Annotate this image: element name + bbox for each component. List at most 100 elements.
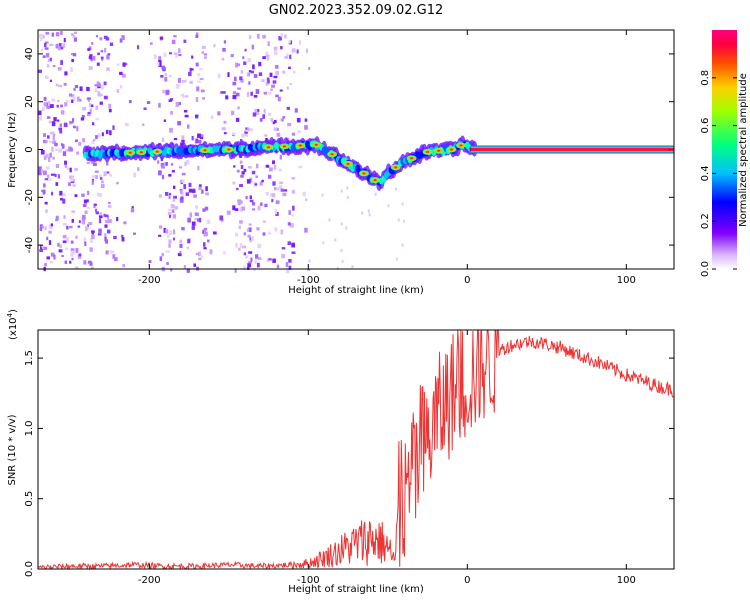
spectrogram-noise-speckle bbox=[52, 135, 55, 141]
spectrogram-noise-speckle bbox=[51, 32, 55, 37]
spectrogram-noise-speckle bbox=[395, 187, 398, 191]
spectrogram-noise-speckle bbox=[232, 181, 236, 185]
spectrogram-noise-speckle bbox=[62, 240, 67, 244]
spectrogram-noise-speckle bbox=[193, 194, 197, 198]
spectrogram-noise-speckle bbox=[248, 81, 251, 85]
spectrogram-noise-speckle bbox=[57, 67, 62, 71]
spectrogram-noise-speckle bbox=[53, 117, 57, 122]
spectrogram-noise-speckle bbox=[63, 222, 67, 226]
spectrogram-noise-speckle bbox=[92, 139, 96, 142]
snr-y-axis-label: SNR (10 * v/v) bbox=[7, 414, 18, 485]
spectrogram-noise-speckle bbox=[187, 124, 190, 129]
spectrogram-noise-speckle bbox=[220, 91, 223, 94]
spectrogram-noise-speckle bbox=[86, 224, 90, 228]
spectrogram-noise-speckle bbox=[159, 36, 164, 40]
spectrogram-noise-speckle bbox=[65, 149, 69, 152]
spectrogram-noise-speckle bbox=[60, 60, 63, 66]
spectrogram-noise-speckle bbox=[162, 89, 166, 94]
spectrogram-noise-speckle bbox=[130, 208, 135, 213]
spectrogram-noise-speckle bbox=[57, 242, 60, 247]
spectrogram-noise-speckle bbox=[274, 227, 278, 232]
spectrogram-noise-speckle bbox=[235, 117, 240, 122]
spectrogram-noise-speckle bbox=[181, 179, 185, 184]
spectrogram-noise-speckle bbox=[82, 107, 86, 111]
spectrogram-noise-speckle bbox=[86, 199, 89, 203]
spectrogram-noise-speckle bbox=[83, 260, 87, 265]
spectrogram-noise-speckle bbox=[345, 226, 348, 230]
spectrogram-noise-speckle bbox=[91, 42, 94, 45]
spectrogram-noise-speckle bbox=[264, 203, 268, 208]
spectrogram-noise-speckle bbox=[267, 41, 270, 47]
spectrogram-noise-speckle bbox=[280, 32, 283, 38]
spectrogram-noise-speckle bbox=[60, 110, 65, 115]
spectrogram-noise-speckle bbox=[100, 56, 104, 60]
spectrogram-noise-speckle bbox=[265, 54, 270, 58]
spectrogram-noise-speckle bbox=[284, 34, 287, 39]
spectrogram-noise-speckle bbox=[46, 64, 50, 68]
spectrogram-noise-speckle bbox=[69, 167, 72, 173]
spectrogram-noise-speckle bbox=[97, 52, 100, 56]
spectrogram-noise-speckle bbox=[265, 51, 269, 55]
spectrogram-noise-speckle bbox=[72, 53, 77, 57]
spectrogram-noise-speckle bbox=[45, 153, 49, 158]
spectrogram-noise-speckle bbox=[48, 100, 51, 106]
spectrogram-noise-speckle bbox=[92, 162, 97, 167]
spectrogram-noise-speckle bbox=[271, 84, 275, 88]
spectrogram-noise-speckle bbox=[97, 233, 102, 236]
spectrogram-noise-speckle bbox=[170, 163, 174, 166]
spectrogram-noise-speckle bbox=[195, 62, 199, 67]
spectrogram-noise-speckle bbox=[62, 234, 67, 239]
spectrogram-noise-speckle bbox=[81, 214, 86, 220]
spectrogram-noise-speckle bbox=[368, 213, 371, 217]
spectrogram-noise-speckle bbox=[195, 34, 199, 39]
spectrogram-noise-speckle bbox=[298, 165, 303, 169]
spectrogram-noise-speckle bbox=[334, 238, 337, 242]
spectrogram-noise-speckle bbox=[279, 154, 282, 160]
spectrogram-noise-speckle bbox=[170, 268, 173, 272]
spectrogram-noise-speckle bbox=[265, 81, 269, 86]
spectrogram-noise-speckle bbox=[41, 225, 44, 229]
spectrogram-noise-speckle bbox=[71, 94, 75, 98]
spectrogram-noise-speckle bbox=[48, 230, 52, 234]
spectrogram-noise-speckle bbox=[177, 102, 182, 106]
spectrogram-noise-speckle bbox=[212, 231, 217, 235]
spectrogram-noise-speckle bbox=[199, 77, 204, 80]
spectrogram-noise-speckle bbox=[269, 72, 273, 77]
spectrogram-noise-speckle bbox=[239, 184, 244, 187]
spectrogram-noise-speckle bbox=[107, 216, 110, 220]
spectrogram-noise-speckle bbox=[223, 132, 227, 135]
spectrogram-noise-speckle bbox=[158, 56, 162, 60]
spectrogram-noise-speckle bbox=[183, 265, 186, 269]
spectrogram-noise-speckle bbox=[38, 170, 42, 176]
spectrogram-noise-speckle bbox=[194, 205, 199, 209]
spectrogram-noise-speckle bbox=[173, 52, 178, 55]
spectrogram-noise-speckle bbox=[62, 193, 67, 197]
spectrogram-noise-speckle bbox=[249, 195, 252, 200]
spectrogram-noise-speckle bbox=[205, 186, 208, 192]
spectrogram-noise-speckle bbox=[242, 56, 245, 59]
spectrogram-noise-speckle bbox=[195, 114, 199, 118]
colorbar-tick-label: 0.6 bbox=[700, 118, 711, 134]
spectrogram-noise-speckle bbox=[86, 161, 90, 165]
spectrogram-noise-speckle bbox=[88, 222, 93, 226]
spectrogram-noise-speckle bbox=[146, 101, 151, 104]
spectrogram-noise-speckle bbox=[89, 262, 93, 266]
spectrogram-noise-speckle bbox=[42, 190, 45, 195]
spectrogram-noise-speckle bbox=[69, 175, 72, 179]
spectrogram-noise-speckle bbox=[161, 252, 164, 257]
spectrogram-noise-speckle bbox=[158, 59, 162, 65]
spectrogram-noise-speckle bbox=[262, 232, 266, 236]
spectrogram-noise-speckle bbox=[167, 211, 172, 216]
spectrogram-noise-speckle bbox=[243, 265, 246, 270]
spectrogram-noise-speckle bbox=[55, 215, 59, 221]
spectrogram-noise-speckle bbox=[268, 92, 272, 95]
spectrogram-noise-speckle bbox=[95, 105, 99, 110]
spectrogram-hot-spot bbox=[203, 149, 207, 152]
spectrogram-noise-speckle bbox=[266, 77, 270, 81]
spectrogram-noise-speckle bbox=[105, 162, 109, 166]
spectrogram-noise-speckle bbox=[248, 251, 253, 254]
spectrogram-noise-speckle bbox=[273, 75, 278, 79]
spectrogram-noise-speckle bbox=[272, 121, 275, 125]
spectrogram-noise-speckle bbox=[65, 236, 69, 242]
